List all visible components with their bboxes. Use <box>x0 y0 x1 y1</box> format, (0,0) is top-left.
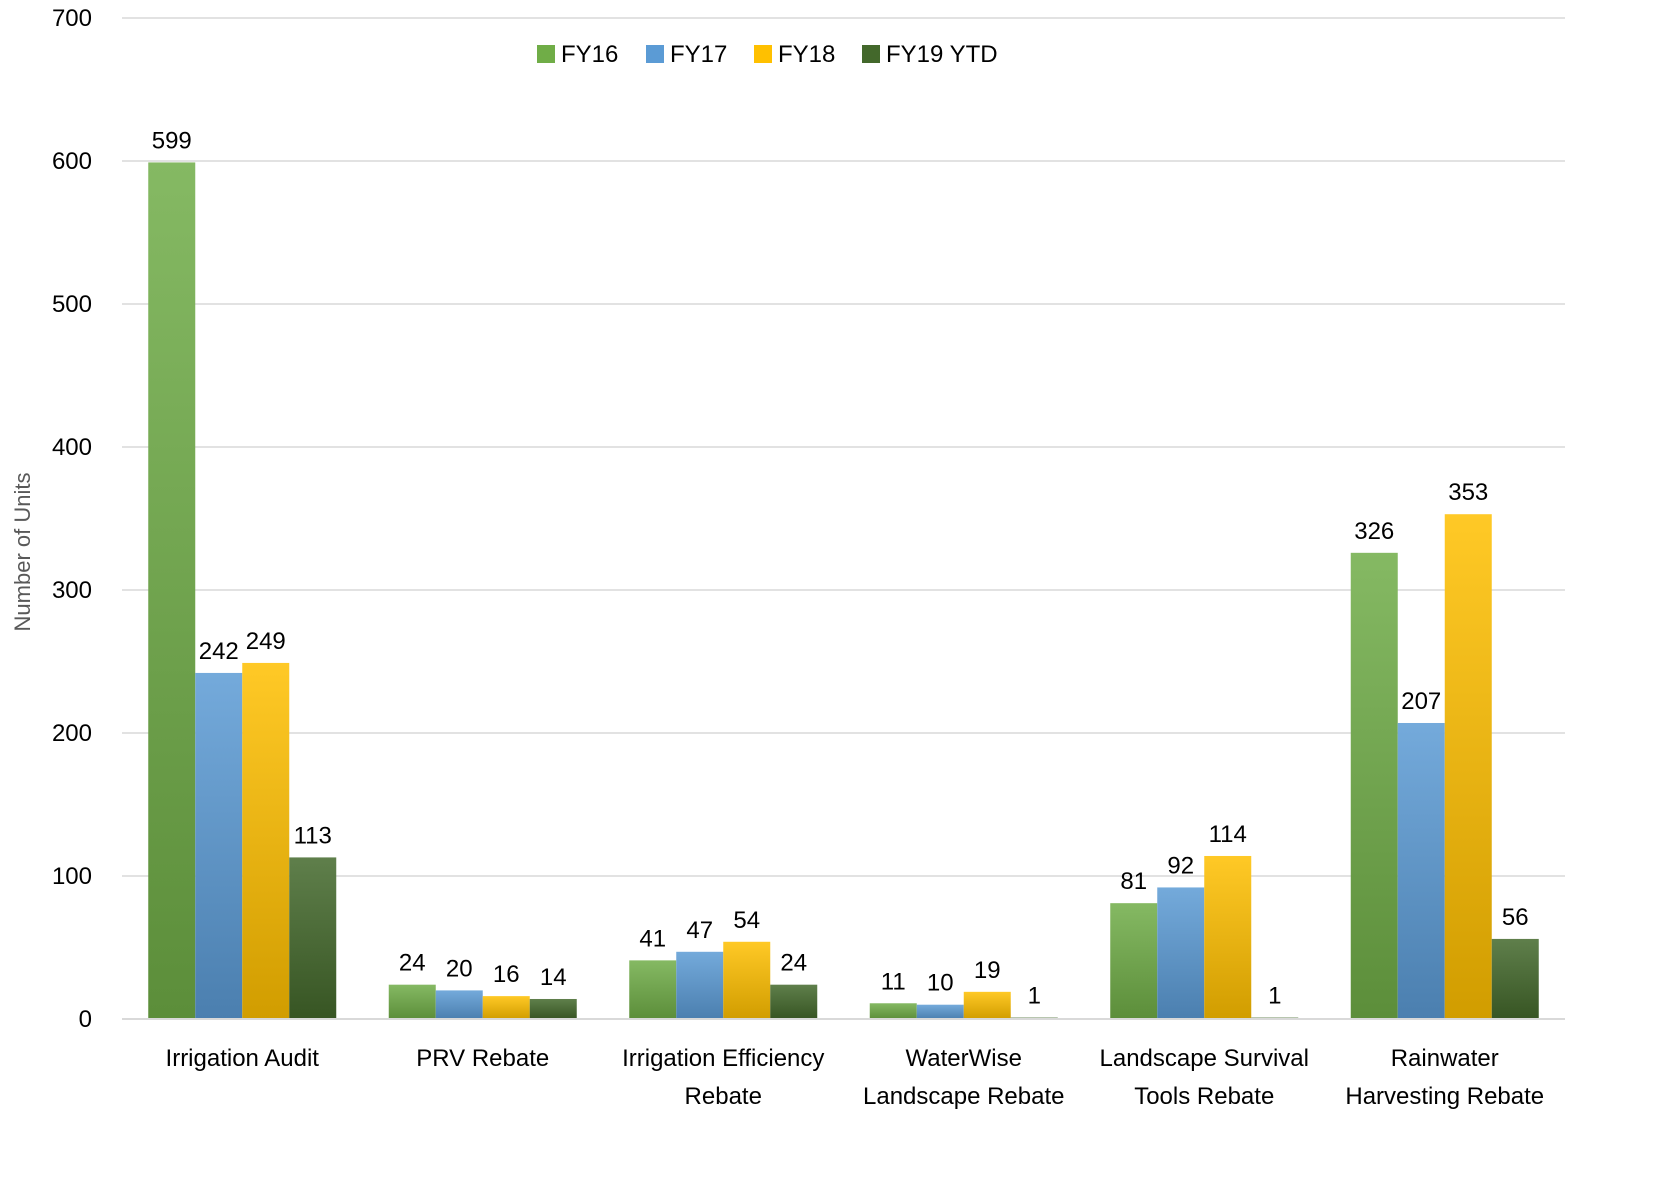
x-category-label: Harvesting Rebate <box>1345 1083 1544 1110</box>
x-category-label: WaterWise <box>906 1045 1022 1072</box>
x-category-label: Landscape Rebate <box>863 1083 1065 1110</box>
x-category-label: PRV Rebate <box>416 1045 549 1072</box>
bar <box>1491 938 1539 1019</box>
bar <box>1350 552 1398 1019</box>
y-tick-label: 0 <box>79 1006 92 1033</box>
gridlines <box>122 17 1565 877</box>
data-label: 249 <box>246 628 286 655</box>
data-label: 1 <box>1028 983 1041 1010</box>
data-label: 11 <box>881 968 906 995</box>
bar <box>435 990 483 1019</box>
x-category-label: Landscape Survival <box>1100 1045 1309 1072</box>
data-label: 14 <box>540 964 567 991</box>
y-axis-title: Number of Units <box>10 473 35 632</box>
x-category-label: Tools Rebate <box>1134 1083 1274 1110</box>
data-label: 16 <box>493 961 520 988</box>
x-category-label: Irrigation Audit <box>166 1045 320 1072</box>
bar <box>388 984 436 1019</box>
bar <box>1110 903 1158 1019</box>
data-label: 47 <box>686 917 713 944</box>
y-tick-label: 700 <box>52 5 92 32</box>
bar <box>482 996 530 1019</box>
data-label: 19 <box>974 957 1001 984</box>
legend-swatch <box>862 45 880 63</box>
y-tick-label: 100 <box>52 863 92 890</box>
data-label: 20 <box>446 955 473 982</box>
data-label: 24 <box>399 950 426 977</box>
y-axis-ticks: 0 100 200 300 400 500 600 700 <box>52 5 92 1033</box>
bar <box>723 941 771 1019</box>
bar <box>770 984 818 1019</box>
bar <box>676 951 724 1019</box>
legend-label: FY16 <box>561 41 618 68</box>
data-label: 326 <box>1354 518 1394 545</box>
bar <box>242 662 290 1019</box>
data-label: 242 <box>199 638 239 665</box>
x-category-label: Irrigation Efficiency <box>622 1045 824 1072</box>
data-label: 10 <box>927 970 954 997</box>
data-label: 114 <box>1209 821 1247 848</box>
data-label: 81 <box>1120 868 1147 895</box>
y-tick-label: 400 <box>52 434 92 461</box>
y-tick-label: 300 <box>52 577 92 604</box>
bar <box>916 1004 964 1019</box>
data-label: 56 <box>1502 904 1529 931</box>
legend: FY16 FY17 FY18 FY19 YTD <box>537 41 998 68</box>
legend-label: FY18 <box>778 41 835 68</box>
bar <box>629 960 677 1019</box>
bar <box>529 998 577 1019</box>
bars <box>148 162 1539 1019</box>
y-tick-label: 600 <box>52 148 92 175</box>
data-label: 24 <box>780 950 807 977</box>
bar <box>195 672 243 1019</box>
x-axis-category-labels: Irrigation Audit PRV Rebate Irrigation Eff… <box>166 1045 1545 1110</box>
y-tick-label: 500 <box>52 291 92 318</box>
legend-swatch <box>537 45 555 63</box>
data-label: 599 <box>152 127 192 154</box>
data-label: 54 <box>733 907 760 934</box>
data-label: 113 <box>294 822 332 849</box>
legend-swatch <box>754 45 772 63</box>
y-tick-label: 200 <box>52 720 92 747</box>
bar <box>963 991 1011 1019</box>
data-label: 41 <box>639 925 666 952</box>
data-label: 353 <box>1448 479 1488 506</box>
x-category-label: Rebate <box>685 1083 762 1110</box>
bar <box>1157 887 1205 1019</box>
x-category-label: Rainwater <box>1391 1045 1499 1072</box>
bar <box>148 162 196 1019</box>
bar <box>1444 514 1492 1019</box>
legend-label: FY19 YTD <box>886 41 998 68</box>
legend-label: FY17 <box>670 41 727 68</box>
data-label: 1 <box>1268 983 1281 1010</box>
data-label: 92 <box>1167 852 1194 879</box>
legend-swatch <box>646 45 664 63</box>
data-labels: 599 242 249 113 24 20 16 14 41 47 54 24 11 10 19 1 81 92 1… <box>152 127 1529 1009</box>
bar <box>869 1003 917 1019</box>
bar <box>1204 855 1252 1019</box>
bar <box>289 857 337 1019</box>
data-label: 207 <box>1401 688 1441 715</box>
bar <box>1397 722 1445 1019</box>
